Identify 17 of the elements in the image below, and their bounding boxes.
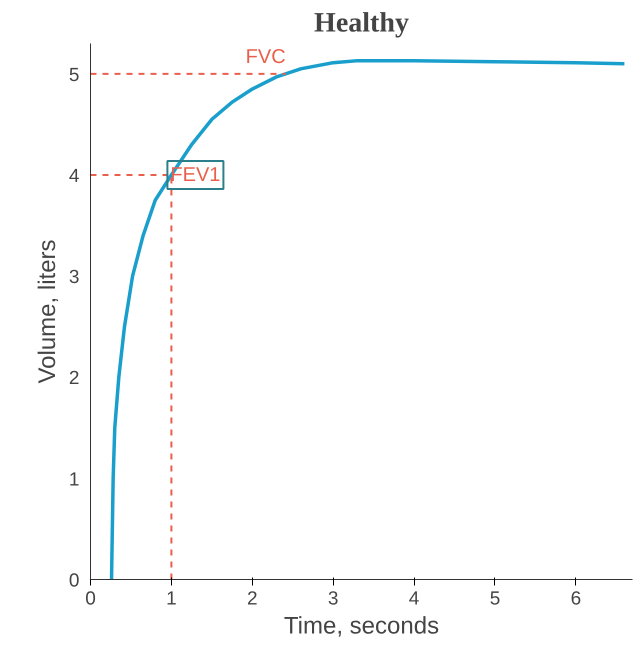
chart-title: Healthy xyxy=(314,8,409,38)
ref-line-label: FVC xyxy=(246,46,286,68)
x-tick-label: 4 xyxy=(408,588,420,610)
x-tick-label: 1 xyxy=(166,588,177,610)
x-tick-label: 2 xyxy=(247,588,258,610)
y-tick-label: 2 xyxy=(68,368,80,390)
x-tick-label: 5 xyxy=(490,588,500,610)
x-tick-label: 3 xyxy=(328,588,338,610)
x-axis-title: Time, seconds xyxy=(284,612,440,640)
y-tick-label: 0 xyxy=(68,570,80,592)
y-tick-label: 1 xyxy=(68,469,80,490)
x-tick-label: 6 xyxy=(570,588,582,610)
x-tick-label: 0 xyxy=(85,588,96,610)
y-tick-label: 5 xyxy=(68,64,80,86)
y-tick-label: 3 xyxy=(68,267,80,288)
y-axis-title: Volume, liters xyxy=(34,239,61,384)
y-tick-label: 4 xyxy=(68,166,80,187)
